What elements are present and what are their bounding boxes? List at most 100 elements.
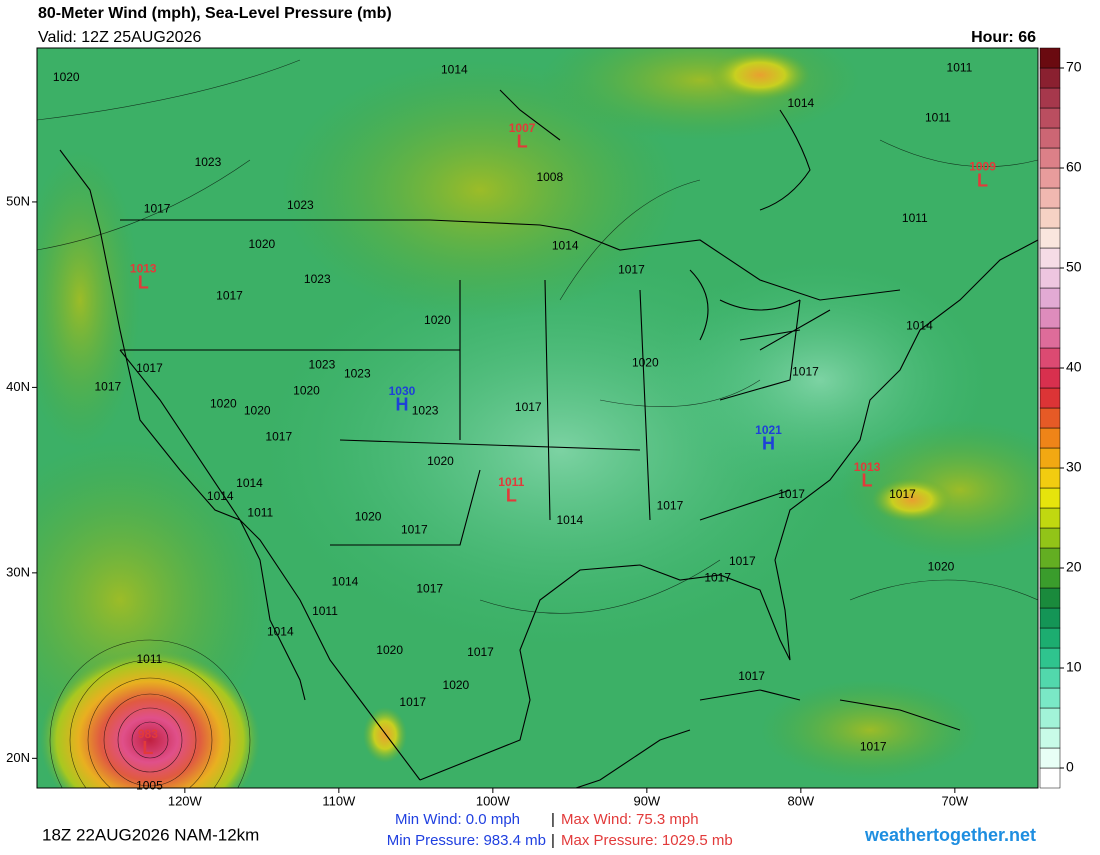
center-letter: L [142,738,153,758]
isobar-label: 1017 [467,645,494,659]
colorbar-box [1039,407,1061,429]
lon-label: 100W [476,793,511,808]
site: weathertogether.net [864,825,1036,845]
isobar-label: 1008 [536,170,563,184]
map-frame [36,47,1039,789]
colorbar-box [1039,587,1061,609]
map-field [37,48,1038,788]
isobar-label: 1014 [332,574,359,588]
center-pressure: 983 [138,727,158,741]
isobar-label: 1017 [704,571,731,585]
lon-label: 90W [633,793,660,808]
colorbar-box [1039,207,1061,229]
isobar-label: 1017 [399,695,426,709]
colorbar-box [1039,267,1061,289]
min-wind: Min Wind: 0.0 mph [395,811,520,828]
isobar-label: 1017 [778,487,805,501]
isobar-label: 1005 [136,778,163,792]
isobar-label: 1011 [902,211,928,225]
lon-label: 80W [787,793,814,808]
colorbar-label: 50 [1066,259,1082,275]
forecast-hour: Hour: 66 [971,29,1036,46]
center-pressure: 1011 [498,475,524,489]
center-letter: H [762,434,775,454]
colorbar-box [1039,667,1061,689]
isobar-label: 1023 [344,367,371,381]
center-letter: L [977,170,988,190]
isobar-label: 1014 [556,513,583,527]
colorbar-label: 70 [1066,59,1082,75]
isobar-label: 1014 [267,624,294,638]
isobar-label: 1023 [309,357,336,371]
colorbar-box [1039,527,1061,549]
colorbar-box [1039,747,1061,769]
colorbar-box [1039,387,1061,409]
isobar-label: 1023 [287,198,314,212]
isobar-label: 1020 [928,559,955,573]
isobar-label: 1017 [416,582,443,596]
isobar-label: 1017 [265,430,292,444]
colorbar-label: 30 [1066,459,1082,475]
model-run: 18Z 22AUG2026 NAM-12km [42,825,259,844]
isobar-label: 1017 [515,400,542,414]
isobar-label: 1020 [248,237,275,251]
lat-label: 40N [6,379,30,394]
isobar-label: 1014 [236,476,263,490]
isobar-label: 1017 [738,669,765,683]
isobar-label: 1020 [443,678,470,692]
isobar-label: 1020 [427,454,454,468]
isobar-label: 1017 [216,289,243,303]
isobar-label: 1017 [792,365,819,379]
colorbar-box [1039,87,1061,109]
colorbar-label: 10 [1066,659,1082,675]
lat-label: 50N [6,193,30,208]
isobar-label: 1017 [144,202,171,216]
colorbar-box [1039,507,1061,529]
colorbar-box [1039,167,1061,189]
isobar-label: 1020 [424,313,451,327]
isobar-label: 1017 [618,263,645,277]
isobar-label: 1023 [195,155,222,169]
colorbar-box [1039,547,1061,569]
isobar-label: 1023 [304,272,331,286]
lon-label: 110W [322,793,356,808]
isobar-label: 1014 [441,62,468,76]
isobar-label: 1017 [136,361,163,375]
min-pressure: Min Pressure: 983.4 mb [387,832,546,849]
colorbar-label: 60 [1066,159,1082,175]
lon-label: 120W [168,793,203,808]
isobar-label: 1023 [412,404,439,418]
isobar-label: 1020 [355,509,382,523]
isobar-label: 1014 [787,96,814,110]
isobar-label: 1014 [552,239,579,253]
isobar-label: 1011 [312,604,338,618]
colorbar-box [1039,347,1061,369]
isobar-label: 1017 [860,739,887,753]
center-letter: L [138,272,149,292]
isobar-label: 1020 [632,355,659,369]
colorbar-label: 0 [1066,759,1074,775]
title: 80-Meter Wind (mph), Sea-Level Pressure … [38,5,392,22]
colorbar-box [1039,447,1061,469]
isobar-label: 1020 [210,396,237,410]
colorbar-box [1039,327,1061,349]
colorbar-box [1039,627,1061,649]
colorbar-box [1039,247,1061,269]
colorbar-box [1039,707,1061,729]
lon-label: 70W [941,793,968,808]
colorbar-box [1039,287,1061,309]
isobar-label: 1017 [889,487,916,501]
center-letter: H [395,395,408,415]
isobar-label: 1020 [293,383,320,397]
isobar-label: 1014 [207,489,234,503]
lat-label: 20N [6,750,30,765]
isobar-label: 1011 [925,111,951,125]
colorbar-box [1039,367,1061,389]
colorbar-box [1039,147,1061,169]
valid-time: Valid: 12Z 25AUG2026 [38,29,201,46]
center-pressure: 1007 [509,121,536,135]
isobar-label: 1020 [244,404,271,418]
colorbar-box [1039,187,1061,209]
colorbar-box [1039,727,1061,749]
isobar-label: 1014 [906,318,933,332]
